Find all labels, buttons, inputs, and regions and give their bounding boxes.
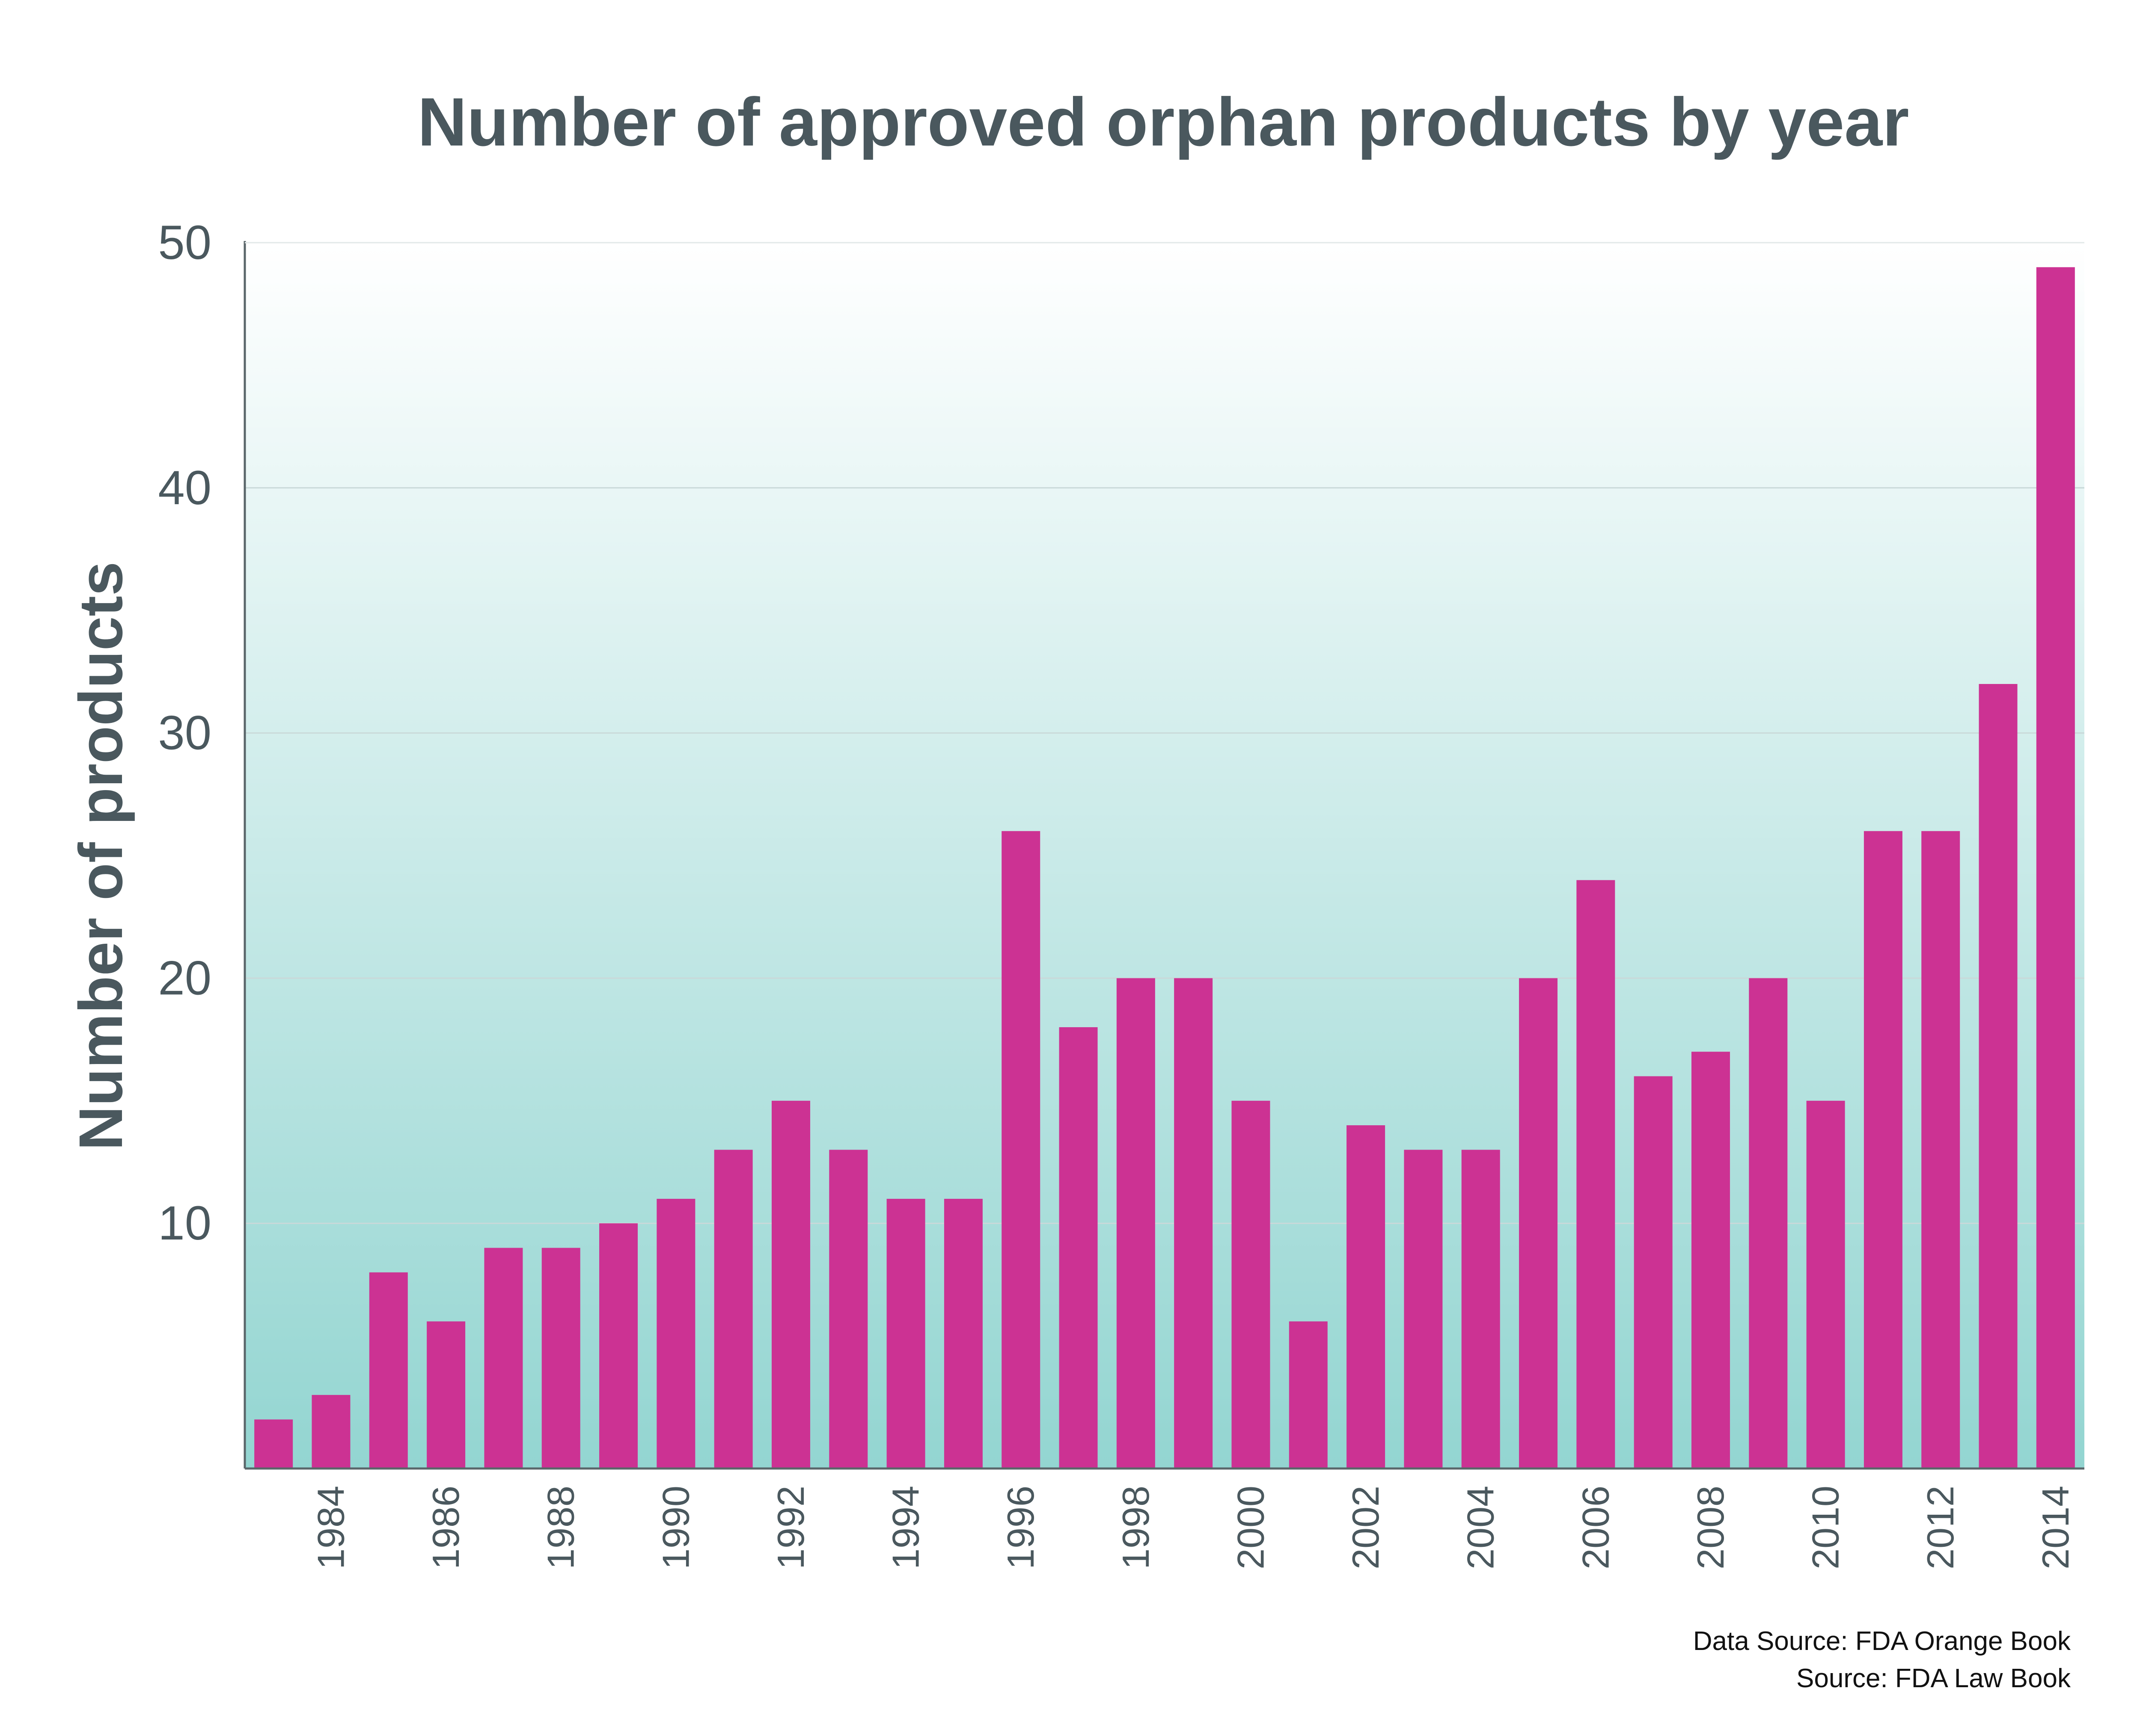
bar-1993 bbox=[829, 1150, 868, 1468]
bar-1998 bbox=[1116, 978, 1155, 1468]
x-tick-label-2014: 2014 bbox=[2034, 1486, 2077, 1570]
bar-2010 bbox=[1806, 1100, 1845, 1468]
bar-1987 bbox=[484, 1248, 523, 1468]
x-tick-label-2010: 2010 bbox=[1804, 1486, 1847, 1570]
bar-1986 bbox=[427, 1321, 466, 1468]
bar-2013 bbox=[1979, 684, 2018, 1468]
x-tick-label-2002: 2002 bbox=[1344, 1486, 1387, 1570]
bar-1996 bbox=[1002, 831, 1040, 1468]
x-tick-label-2006: 2006 bbox=[1574, 1486, 1617, 1570]
y-tick-label-20: 20 bbox=[158, 951, 211, 1005]
bar-2001 bbox=[1289, 1321, 1328, 1468]
source-note: Source: FDA Law Book bbox=[1796, 1664, 2071, 1693]
bar-2012 bbox=[1921, 831, 1960, 1468]
bars bbox=[254, 267, 2075, 1468]
x-tick-label-1990: 1990 bbox=[654, 1486, 697, 1570]
y-tick-label-40: 40 bbox=[158, 461, 211, 514]
bar-1984 bbox=[312, 1395, 351, 1468]
bar-1990 bbox=[657, 1198, 696, 1468]
bar-2004 bbox=[1461, 1150, 1500, 1468]
x-tick-label-2008: 2008 bbox=[1689, 1486, 1732, 1570]
x-tick-label-2000: 2000 bbox=[1229, 1486, 1272, 1570]
x-tick-labels: 1984 1986 1988 1990 1992 1994 1996 1998 2000 2002… bbox=[309, 1486, 2076, 1570]
x-tick-label-1996: 1996 bbox=[999, 1486, 1042, 1570]
x-tick-label-1988: 1988 bbox=[540, 1486, 582, 1570]
y-tick-labels: 10 20 30 40 50 bbox=[158, 216, 211, 1250]
bar-2011 bbox=[1864, 831, 1902, 1468]
y-tick-label-50: 50 bbox=[158, 216, 211, 269]
axes bbox=[244, 241, 2084, 1470]
bar-2003 bbox=[1404, 1150, 1443, 1468]
bar-2009 bbox=[1749, 978, 1788, 1468]
x-tick-label-1986: 1986 bbox=[425, 1486, 467, 1570]
bar-1995 bbox=[944, 1198, 983, 1468]
x-tick-label-2004: 2004 bbox=[1459, 1486, 1502, 1570]
bar-1983 bbox=[254, 1419, 293, 1468]
x-tick-label-2012: 2012 bbox=[1919, 1486, 1962, 1570]
bar-2005 bbox=[1519, 978, 1558, 1468]
y-tick-label-10: 10 bbox=[158, 1196, 211, 1250]
bar-2000 bbox=[1231, 1100, 1270, 1468]
bar-1992 bbox=[771, 1100, 810, 1468]
bar-2008 bbox=[1691, 1052, 1730, 1468]
bar-1991 bbox=[714, 1150, 753, 1468]
bar-2006 bbox=[1576, 880, 1615, 1468]
bar-1994 bbox=[886, 1198, 925, 1468]
x-tick-label-1998: 1998 bbox=[1115, 1486, 1157, 1570]
bar-1989 bbox=[599, 1223, 638, 1468]
bar-1999 bbox=[1174, 978, 1213, 1468]
data-source-note: Data Source: FDA Orange Book bbox=[1693, 1626, 2071, 1656]
chart-title: Number of approved orphan products by ye… bbox=[418, 83, 1909, 160]
y-tick-label-30: 30 bbox=[158, 706, 211, 760]
x-tick-label-1994: 1994 bbox=[885, 1486, 927, 1570]
bar-2014 bbox=[2036, 267, 2075, 1468]
x-tick-label-1984: 1984 bbox=[309, 1486, 352, 1570]
y-axis-label: Number of products bbox=[66, 562, 135, 1150]
bar-1997 bbox=[1059, 1027, 1098, 1468]
bar-2002 bbox=[1346, 1125, 1385, 1468]
bar-1988 bbox=[541, 1248, 580, 1468]
bar-1985 bbox=[369, 1272, 408, 1468]
x-tick-label-1992: 1992 bbox=[770, 1486, 812, 1570]
bar-2007 bbox=[1634, 1076, 1673, 1468]
